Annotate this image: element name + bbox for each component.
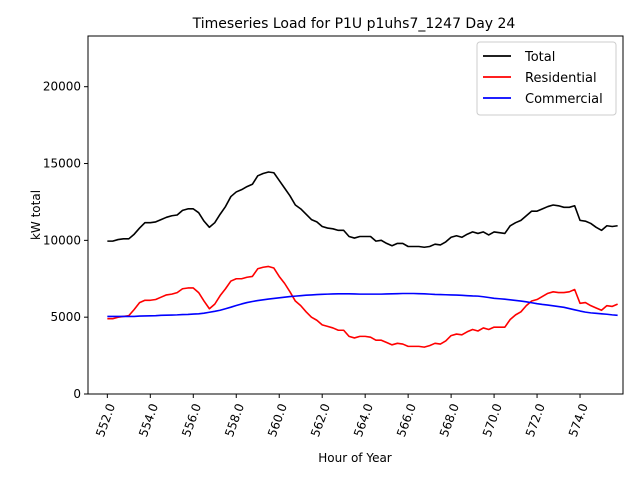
legend: Total Residential Commercial — [476, 41, 617, 116]
y-tick-label: 5000 — [50, 310, 81, 324]
y-ticks: 0 5000 10000 15000 20000 — [43, 80, 88, 401]
legend-items: Total Residential Commercial — [483, 50, 603, 107]
y-tick-label: 15000 — [43, 157, 81, 171]
series-line-residential — [107, 265, 618, 348]
legend-label-residential: Residential — [525, 71, 597, 86]
series-line-total — [107, 171, 618, 249]
legend-box — [476, 41, 617, 116]
y-axis-label: kW total — [29, 190, 43, 240]
series-line-commercial — [107, 292, 618, 318]
y-tick-label: 20000 — [43, 80, 81, 94]
x-axis-label: Hour of Year — [318, 451, 392, 465]
y-tick-label: 0 — [73, 387, 81, 401]
y-tick-label: 10000 — [43, 233, 81, 247]
axes-frame — [87, 35, 624, 395]
legend-label-total: Total — [524, 50, 555, 65]
chart-title: Timeseries Load for P1U p1uhs7_1247 Day … — [192, 16, 516, 32]
series-layer — [107, 171, 618, 348]
legend-label-commercial: Commercial — [525, 92, 603, 107]
